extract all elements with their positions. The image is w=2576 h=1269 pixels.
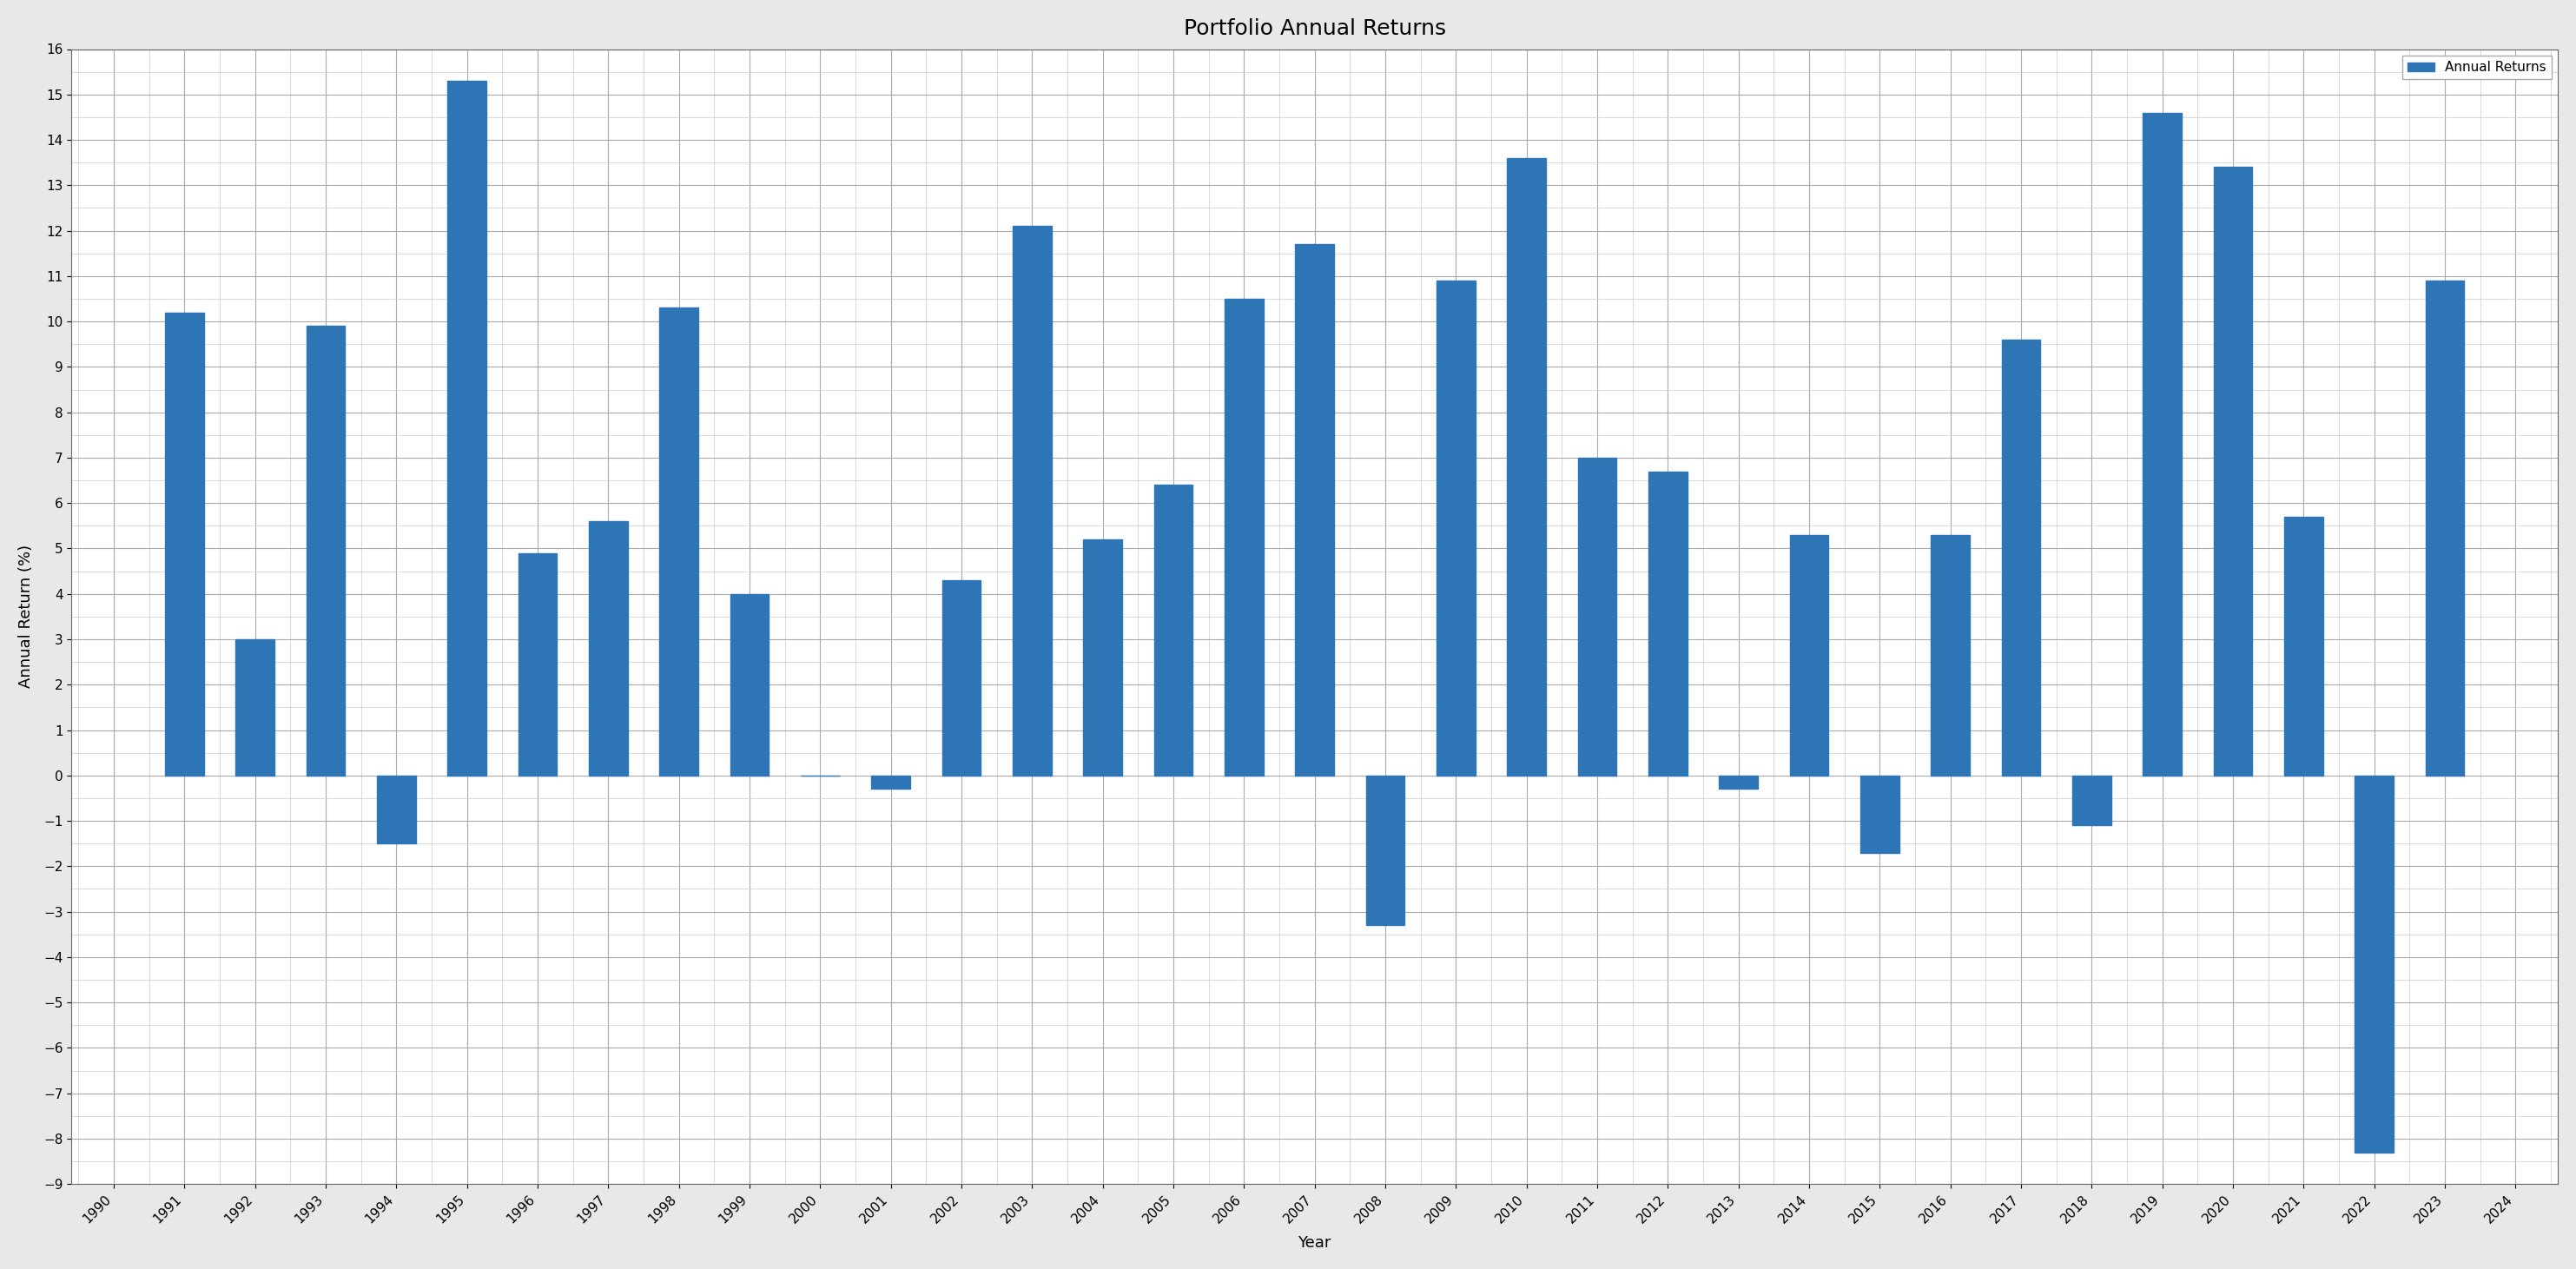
Bar [2143,113,2182,775]
Bar [1507,159,1546,775]
Bar [943,580,981,775]
Bar [165,312,204,775]
Title: Portfolio Annual Returns: Portfolio Annual Returns [1182,18,1445,39]
Bar [1649,471,1687,775]
Bar [518,553,556,775]
Bar [2071,775,2112,825]
Bar [2427,280,2465,775]
Bar [1012,226,1051,775]
Bar [1790,534,1829,775]
Bar [1932,534,1971,775]
Bar [1718,775,1757,789]
Bar [1860,775,1899,853]
Bar [659,308,698,775]
Bar [2213,168,2251,775]
Bar [1224,298,1262,775]
Y-axis label: Annual Return (%): Annual Return (%) [18,544,33,688]
Bar [1154,485,1193,775]
Legend: Annual Returns: Annual Returns [2403,56,2550,80]
Bar [2002,340,2040,775]
Bar [1437,280,1476,775]
Bar [234,640,276,775]
Bar [871,775,909,789]
Bar [590,522,629,775]
Bar [2285,516,2324,775]
Bar [1365,775,1404,925]
Bar [1084,539,1123,775]
Bar [307,326,345,775]
Bar [448,81,487,775]
Bar [376,775,415,844]
Bar [729,594,770,775]
Bar [1577,458,1618,775]
Bar [1296,245,1334,775]
Bar [2354,775,2393,1152]
X-axis label: Year: Year [1298,1235,1332,1251]
